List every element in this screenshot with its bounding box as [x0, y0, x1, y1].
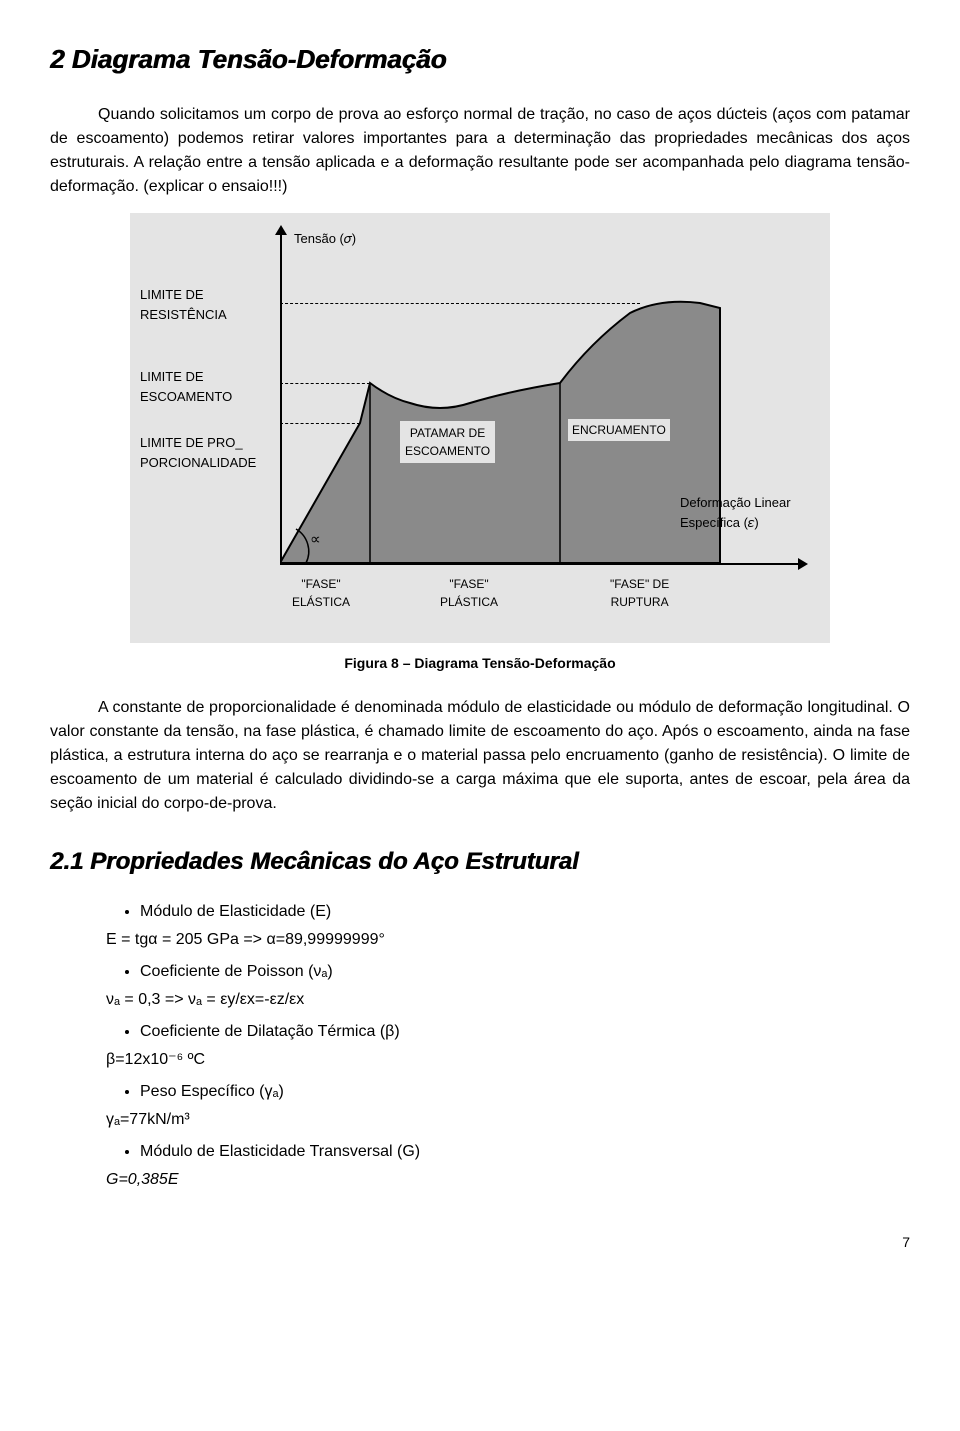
equation-line: G=0,385E: [106, 1168, 910, 1192]
properties-list: Coeficiente de Poisson (νₐ): [50, 960, 910, 984]
list-item: Módulo de Elasticidade Transversal (G): [140, 1140, 910, 1164]
label-resist: LIMITE DE RESISTÊNCIA: [140, 285, 227, 324]
list-item: Coeficiente de Dilatação Térmica (β): [140, 1020, 910, 1044]
axis-x-title: Deformação Linear Específica (𝜀): [680, 493, 791, 532]
equation-line: E = tgα = 205 GPa => α=89,99999999°: [106, 928, 910, 952]
figure-canvas: Tensão (𝜎) LIMITE DE RESISTÊNCIA LIMITE …: [130, 213, 830, 643]
label-escoa: LIMITE DE ESCOAMENTO: [140, 367, 232, 406]
equation-line: β=12x10⁻⁶ ºC: [106, 1048, 910, 1072]
label-propor: LIMITE DE PRO_ PORCIONALIDADE: [140, 433, 256, 472]
figure-caption: Figura 8 – Diagrama Tensão-Deformação: [50, 653, 910, 674]
paragraph-1: Quando solicitamos um corpo de prova ao …: [50, 103, 910, 199]
list-item: Coeficiente de Poisson (νₐ): [140, 960, 910, 984]
phase-rupture: "FASE" DE RUPTURA: [610, 575, 669, 611]
section-heading: 2 Diagrama Tensão-Deformação: [50, 40, 910, 79]
list-item: Módulo de Elasticidade (E): [140, 900, 910, 924]
equation-line: γₐ=77kN/m³: [106, 1108, 910, 1132]
paragraph-2: A constante de proporcionalidade é denom…: [50, 696, 910, 816]
label-encru: ENCRUAMENTO: [568, 419, 670, 441]
subsection-heading: 2.1 Propriedades Mecânicas do Aço Estrut…: [50, 844, 910, 880]
properties-list: Coeficiente de Dilatação Térmica (β): [50, 1020, 910, 1044]
phase-elastic: "FASE" ELÁSTICA: [292, 575, 350, 611]
page-number: 7: [50, 1232, 910, 1253]
properties-list: Peso Específico (γₐ): [50, 1080, 910, 1104]
equation-line: νₐ = 0,3 => νₐ = εy/εx=-εz/εx: [106, 988, 910, 1012]
properties-list: Módulo de Elasticidade (E): [50, 900, 910, 924]
alpha-symbol: ∝: [310, 529, 321, 552]
properties-list: Módulo de Elasticidade Transversal (G): [50, 1140, 910, 1164]
figure-8: Tensão (𝜎) LIMITE DE RESISTÊNCIA LIMITE …: [50, 213, 910, 674]
label-patamar: PATAMAR DE ESCOAMENTO: [400, 421, 495, 463]
phase-plastic: "FASE" PLÁSTICA: [440, 575, 498, 611]
list-item: Peso Específico (γₐ): [140, 1080, 910, 1104]
